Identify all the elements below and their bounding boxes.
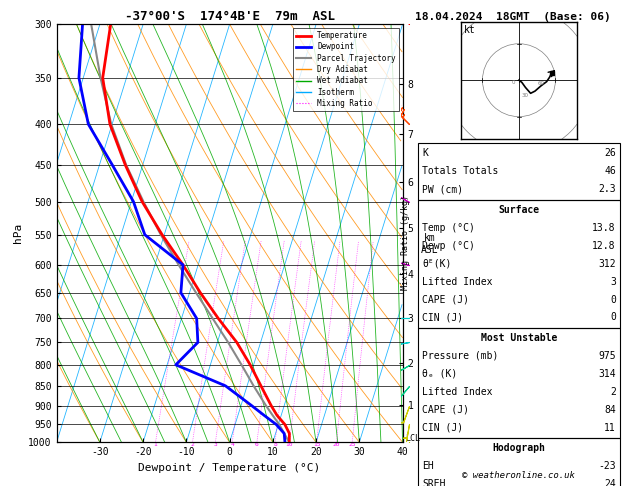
Text: 18.04.2024  18GMT  (Base: 06): 18.04.2024 18GMT (Base: 06)	[415, 12, 611, 22]
Text: Surface: Surface	[498, 205, 540, 215]
Text: 24: 24	[604, 479, 616, 486]
Text: 2: 2	[191, 442, 194, 447]
Text: 46: 46	[604, 166, 616, 176]
Text: 13.8: 13.8	[593, 223, 616, 233]
Text: 3: 3	[610, 277, 616, 287]
Text: 0: 0	[610, 312, 616, 323]
X-axis label: Dewpoint / Temperature (°C): Dewpoint / Temperature (°C)	[138, 463, 321, 473]
Text: -23: -23	[598, 461, 616, 471]
Text: Lifted Index: Lifted Index	[422, 387, 493, 397]
Text: Dewp (°C): Dewp (°C)	[422, 241, 475, 251]
Text: Hodograph: Hodograph	[493, 443, 545, 453]
Text: 4: 4	[230, 442, 234, 447]
Legend: Temperature, Dewpoint, Parcel Trajectory, Dry Adiabat, Wet Adiabat, Isotherm, Mi: Temperature, Dewpoint, Parcel Trajectory…	[292, 28, 399, 111]
Text: 312: 312	[598, 259, 616, 269]
Text: 1: 1	[153, 442, 157, 447]
Text: 10: 10	[286, 442, 293, 447]
Text: 0: 0	[511, 80, 515, 85]
Text: 3: 3	[213, 442, 217, 447]
Text: kt: kt	[464, 25, 476, 35]
Text: 975: 975	[598, 351, 616, 361]
Text: 11: 11	[604, 423, 616, 433]
Text: Pressure (mb): Pressure (mb)	[422, 351, 498, 361]
Text: 2: 2	[610, 387, 616, 397]
Text: CIN (J): CIN (J)	[422, 312, 463, 323]
Text: SREH: SREH	[422, 479, 445, 486]
Y-axis label: hPa: hPa	[13, 223, 23, 243]
Text: Temp (°C): Temp (°C)	[422, 223, 475, 233]
Text: 26: 26	[604, 148, 616, 158]
Text: EH: EH	[422, 461, 434, 471]
Text: 6: 6	[255, 442, 259, 447]
Text: CAPE (J): CAPE (J)	[422, 405, 469, 415]
Text: 12.8: 12.8	[593, 241, 616, 251]
Text: 84: 84	[604, 405, 616, 415]
Text: 25: 25	[348, 442, 356, 447]
Text: K: K	[422, 148, 428, 158]
Text: Most Unstable: Most Unstable	[481, 333, 557, 343]
Text: 60: 60	[537, 81, 544, 87]
Text: θₑ (K): θₑ (K)	[422, 369, 457, 379]
Text: CAPE (J): CAPE (J)	[422, 295, 469, 305]
Text: Totals Totals: Totals Totals	[422, 166, 498, 176]
Text: Lifted Index: Lifted Index	[422, 277, 493, 287]
Text: θᴱ(K): θᴱ(K)	[422, 259, 452, 269]
Text: 30: 30	[521, 93, 528, 98]
Text: CIN (J): CIN (J)	[422, 423, 463, 433]
Text: © weatheronline.co.uk: © weatheronline.co.uk	[462, 471, 576, 480]
Text: 0: 0	[610, 295, 616, 305]
Text: 20: 20	[333, 442, 340, 447]
Text: 314: 314	[598, 369, 616, 379]
Y-axis label: km
ASL: km ASL	[421, 233, 439, 255]
Text: Mixing Ratio (g/kg): Mixing Ratio (g/kg)	[401, 195, 410, 291]
Text: 2.3: 2.3	[598, 184, 616, 194]
Text: 15: 15	[313, 442, 320, 447]
Text: LCL: LCL	[404, 434, 420, 443]
Text: 8: 8	[273, 442, 277, 447]
Title: -37°00'S  174°4B'E  79m  ASL: -37°00'S 174°4B'E 79m ASL	[125, 10, 335, 23]
Text: PW (cm): PW (cm)	[422, 184, 463, 194]
